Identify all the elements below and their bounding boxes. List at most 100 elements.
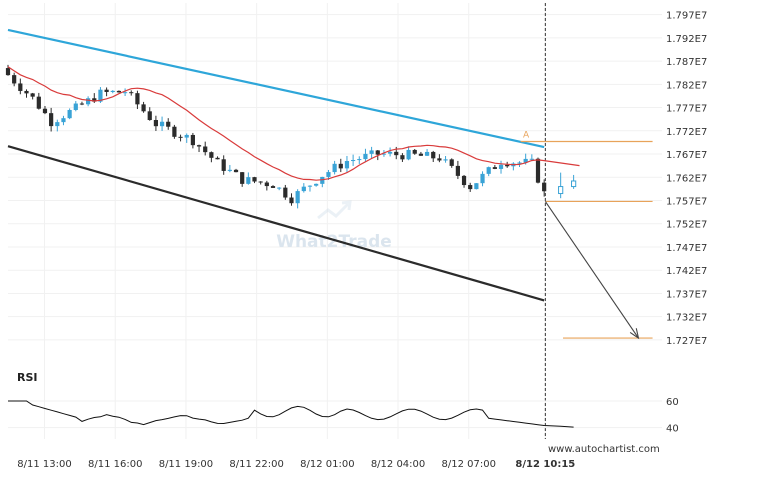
candle-body (61, 118, 66, 123)
x-tick-label: 8/11 19:00 (159, 459, 213, 470)
candle-body (190, 134, 195, 146)
candle (5, 64, 11, 76)
candle-body (135, 93, 140, 105)
x-axis: 8/11 13:00 8/11 16:00 8/11 19:00 8/11 22:00… (17, 459, 575, 470)
candle (363, 148, 368, 163)
candle (344, 155, 350, 173)
candle (351, 154, 356, 166)
y-tick-label: 1.762E7 (666, 173, 707, 184)
resistance-trendline (7, 28, 545, 149)
candle (369, 146, 374, 159)
candle (104, 87, 109, 97)
candle (153, 115, 159, 131)
y-tick-label: 1.777E7 (666, 104, 707, 115)
candle (301, 183, 306, 193)
candle (86, 96, 91, 107)
candle (116, 90, 122, 93)
candle-body (104, 89, 109, 92)
candle-body (79, 103, 85, 105)
candle-body (196, 145, 202, 147)
candle (30, 92, 35, 100)
candle-body (184, 134, 189, 138)
rsi-panel: RSI 60 40 (8, 371, 679, 435)
rsi-line (8, 400, 574, 428)
candle-body (233, 169, 239, 173)
y-axis: 1.797E7 1.792E7 1.787E7 1.782E7 1.777E7 1.772… (666, 11, 707, 347)
candle-body (381, 153, 387, 155)
candle (159, 116, 165, 131)
candle-body (571, 180, 577, 188)
candle-body (357, 159, 362, 161)
candle-body (326, 172, 331, 177)
candle (166, 118, 171, 130)
candle-body (486, 167, 491, 174)
y-tick-label: 1.792E7 (666, 34, 707, 45)
support-trendline (7, 145, 545, 302)
candle (147, 107, 152, 121)
candle-body (246, 177, 251, 184)
candle-body (166, 121, 171, 127)
candle (558, 172, 564, 199)
candle (73, 101, 78, 112)
pattern-lines: A (7, 3, 653, 439)
y-tick-label: 1.767E7 (666, 150, 707, 161)
candle-body (5, 68, 11, 76)
candle (535, 157, 541, 184)
candle-body (492, 167, 497, 169)
candle (295, 189, 300, 209)
candle-body (468, 185, 473, 190)
candle-body (289, 197, 294, 204)
candle-body (277, 187, 282, 189)
candle (79, 101, 85, 106)
rsi-level-label: 60 (666, 397, 679, 408)
rsi-level-label: 40 (666, 424, 679, 435)
candle-body (461, 175, 467, 186)
candle-body (67, 109, 72, 119)
candle-body (86, 98, 91, 105)
candle (61, 115, 66, 126)
candle (571, 174, 577, 189)
candle-body (159, 121, 165, 127)
y-tick-label: 1.742E7 (666, 266, 707, 277)
y-tick-label: 1.772E7 (666, 127, 707, 138)
candle-body (517, 162, 522, 164)
candle-body (424, 151, 430, 156)
candle (357, 156, 362, 164)
candle (461, 174, 467, 188)
watermark-logo-icon (317, 200, 352, 220)
x-tick-label: 8/12 10:15 (515, 459, 575, 470)
projection-arrow-head (629, 328, 640, 340)
candle-body (110, 90, 115, 92)
candle-body (73, 103, 78, 110)
moving-average-line (7, 66, 580, 181)
candle (264, 180, 269, 191)
candle (18, 78, 23, 95)
candle (492, 164, 497, 170)
candle (42, 106, 48, 115)
candle (480, 171, 485, 187)
candle-body (24, 90, 29, 94)
candle-body (283, 187, 288, 198)
candle (320, 176, 325, 188)
x-tick-label: 8/12 01:00 (300, 459, 354, 470)
candle-body (116, 90, 122, 93)
candle (424, 149, 430, 156)
candle-body (437, 158, 442, 161)
candle (338, 158, 343, 173)
candle (387, 147, 393, 157)
candle-body (542, 182, 547, 192)
candle-body (332, 163, 337, 173)
candle-body (443, 159, 448, 161)
candle (184, 133, 189, 143)
candle-body (474, 183, 479, 190)
candle (221, 155, 226, 175)
candle (406, 146, 411, 161)
candle-body (178, 136, 183, 138)
grid (8, 3, 662, 439)
candle (314, 183, 319, 187)
moving-average (7, 66, 580, 181)
candle-body (400, 155, 405, 160)
candle (246, 172, 251, 185)
candle-body (258, 181, 263, 183)
